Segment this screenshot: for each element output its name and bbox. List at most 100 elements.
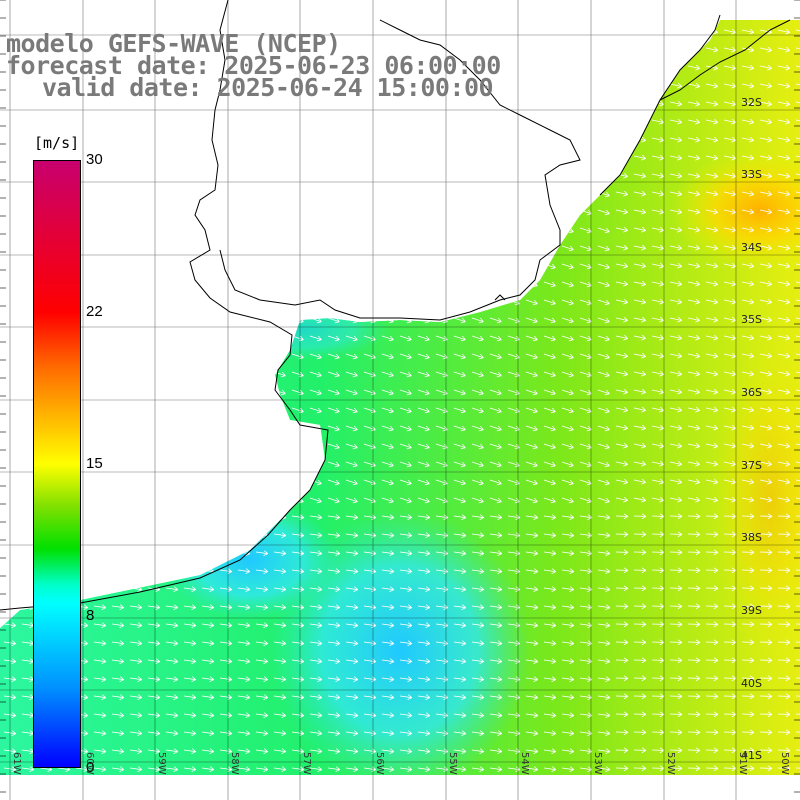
wind-arrow (741, 585, 755, 592)
wind-arrow (309, 730, 323, 736)
wind-arrow (597, 389, 610, 396)
wind-arrow (777, 424, 791, 431)
wind-arrow (795, 639, 800, 646)
wind-arrow (633, 765, 647, 772)
wind-arrow (615, 603, 629, 610)
wind-arrow (381, 748, 395, 754)
wind-arrow (237, 748, 251, 754)
wind-arrow (687, 460, 701, 467)
wind-arrow (327, 425, 340, 432)
wind-arrow (489, 497, 502, 504)
wind-arrow (795, 531, 800, 538)
wind-arrow (633, 478, 647, 485)
wind-arrow (615, 190, 629, 197)
wind-arrow (525, 532, 539, 538)
wind-arrow (561, 748, 575, 754)
wind-arrow (597, 676, 611, 682)
wind-arrow (597, 748, 611, 754)
wind-arrow (237, 658, 251, 664)
wind-arrow (669, 496, 683, 503)
wind-arrow (741, 567, 755, 574)
wind-arrow (327, 532, 341, 538)
wind-arrow (147, 694, 161, 700)
colorbar-tick-30: 30 (86, 151, 103, 168)
wind-arrow (489, 461, 502, 468)
wind-arrow (615, 549, 629, 556)
wind-arrow (165, 604, 179, 610)
wind-arrow (381, 461, 394, 468)
wind-arrow (669, 262, 683, 269)
wind-arrow (309, 748, 323, 754)
wind-arrow (651, 675, 665, 682)
wind-arrow (633, 693, 647, 700)
wind-arrow (741, 208, 755, 215)
wind-arrow (327, 640, 341, 646)
wind-arrow (525, 694, 539, 700)
wind-arrow (381, 407, 394, 414)
wind-arrow (471, 497, 484, 504)
wind-arrow (309, 407, 322, 414)
wind-arrow (741, 262, 755, 269)
wind-arrow (687, 675, 701, 682)
wind-arrow (669, 711, 683, 718)
wind-arrow (183, 712, 197, 718)
wind-arrow (183, 640, 197, 646)
wind-arrow (327, 514, 341, 520)
wind-arrow (399, 586, 413, 592)
wind-arrow (777, 675, 791, 682)
wind-arrow (597, 586, 611, 592)
wind-arrow (741, 28, 755, 35)
wind-arrow (777, 549, 791, 556)
wind-arrow (615, 262, 629, 269)
wind-arrow (561, 550, 575, 556)
wind-arrow (651, 226, 665, 233)
wind-arrow (417, 497, 430, 504)
wind-arrow (777, 621, 791, 628)
wind-arrow (705, 603, 719, 610)
wind-arrow (723, 244, 737, 251)
wind-arrow (561, 425, 574, 432)
wind-arrow (273, 766, 287, 772)
wind-arrow (705, 46, 719, 53)
wind-arrow (759, 424, 773, 431)
wind-arrow (453, 604, 467, 610)
wind-arrow (723, 190, 737, 197)
wind-arrow (345, 353, 358, 360)
wind-arrow (615, 765, 629, 772)
wind-arrow (669, 442, 683, 449)
wind-arrow (759, 729, 773, 736)
wind-arrow (345, 443, 358, 450)
wind-arrow (633, 334, 647, 341)
wind-arrow (147, 712, 161, 718)
wind-arrow (543, 676, 557, 682)
wind-arrow (723, 64, 737, 71)
wind-arrow (651, 513, 665, 520)
wind-arrow (93, 766, 107, 772)
longitude-label: 61W (11, 752, 22, 775)
wind-arrow (453, 514, 467, 520)
wind-arrow (687, 370, 701, 377)
wind-arrow (777, 442, 791, 449)
wind-arrow (777, 334, 791, 341)
wind-arrow (471, 766, 485, 772)
wind-arrow (723, 513, 737, 520)
wind-arrow (759, 208, 773, 215)
wind-arrow (687, 64, 701, 71)
wind-arrow (615, 424, 629, 431)
wind-arrow (777, 370, 791, 377)
wind-arrow (651, 442, 665, 449)
wind-arrow (327, 712, 341, 718)
wind-arrow (147, 766, 161, 772)
wind-arrow (399, 604, 413, 610)
wind-arrow (615, 280, 629, 287)
wind-arrow (453, 568, 467, 574)
colorbar (33, 160, 81, 768)
wind-arrow (795, 388, 800, 395)
wind-arrow (687, 244, 701, 251)
wind-arrow (525, 658, 539, 664)
wind-arrow (687, 82, 701, 89)
wind-arrow (723, 388, 737, 395)
wind-arrow (741, 603, 755, 610)
wind-arrow (471, 407, 484, 414)
